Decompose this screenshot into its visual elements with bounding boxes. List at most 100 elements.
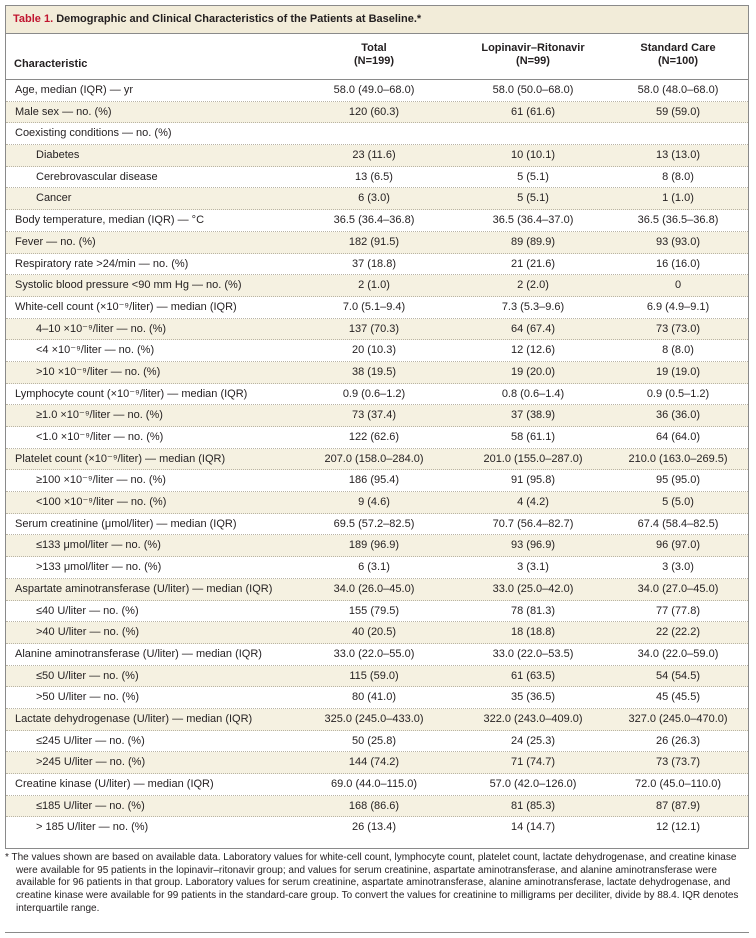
row-label: 4–10 ×10⁻⁹/liter — no. (%) bbox=[36, 322, 167, 335]
cell-total: 80 (41.0) bbox=[351, 691, 397, 704]
cell-standard-care: 0.9 (0.5–1.2) bbox=[646, 387, 710, 400]
table-row: Body temperature, median (IQR) — °C 36.5 … bbox=[6, 210, 748, 232]
cell-standard-care: 12 (12.1) bbox=[655, 821, 701, 834]
header-total: Total (N=199) bbox=[304, 42, 444, 68]
table-row: ≤245 U/liter — no. (%) 50 (25.8) 24 (25.3)… bbox=[6, 731, 748, 753]
cell-standard-care: 59 (59.0) bbox=[655, 105, 701, 118]
cell-lopinavir: 37 (38.9) bbox=[510, 409, 556, 422]
cell-total: 168 (86.6) bbox=[348, 799, 400, 812]
cell-lopinavir: 91 (95.8) bbox=[510, 474, 556, 487]
cell-total: 9 (4.6) bbox=[358, 496, 390, 509]
cell-standard-care: 210.0 (163.0–269.5) bbox=[628, 452, 728, 465]
cell-lopinavir: 58 (61.1) bbox=[510, 431, 556, 443]
row-label: ≤245 U/liter — no. (%) bbox=[36, 734, 145, 747]
cell-lopinavir: 12 (12.6) bbox=[510, 344, 556, 357]
cell-lopinavir: 201.0 (155.0–287.0) bbox=[483, 452, 583, 465]
cell-total: 6 (3.1) bbox=[358, 561, 390, 574]
bottom-divider bbox=[5, 932, 749, 933]
cell-lopinavir: 322.0 (243.0–409.0) bbox=[483, 712, 583, 725]
row-label: ≤50 U/liter — no. (%) bbox=[36, 669, 139, 682]
table-row: Coexisting conditions — no. (%) bbox=[6, 123, 748, 145]
table-row: ≤185 U/liter — no. (%) 168 (86.6) 81 (85.3… bbox=[6, 795, 748, 818]
table-row: ≤133 μmol/liter — no. (%) 189 (96.9) 93 (9… bbox=[6, 535, 748, 558]
cell-lopinavir: 64 (67.4) bbox=[510, 322, 556, 335]
header-lopinavir-n: (N=99) bbox=[516, 55, 550, 67]
cell-standard-care: 16 (16.0) bbox=[655, 257, 701, 270]
table-title-text: Demographic and Clinical Characteristics… bbox=[53, 13, 422, 25]
table-row: Lactate dehydrogenase (U/liter) — median… bbox=[6, 708, 748, 731]
row-label: >10 ×10⁻⁹/liter — no. (%) bbox=[36, 365, 161, 378]
cell-lopinavir: 4 (4.2) bbox=[517, 496, 549, 509]
row-label: Aspartate aminotransferase (U/liter) — m… bbox=[15, 582, 273, 595]
header-lopinavir: Lopinavir–Ritonavir (N=99) bbox=[453, 42, 613, 68]
cell-standard-care: 72.0 (45.0–110.0) bbox=[634, 778, 722, 790]
cell-standard-care: 87 (87.9) bbox=[655, 799, 701, 812]
row-label: >50 U/liter — no. (%) bbox=[36, 691, 140, 704]
cell-lopinavir: 24 (25.3) bbox=[510, 734, 556, 747]
row-label: Cerebrovascular disease bbox=[36, 170, 158, 183]
cell-standard-care: 8 (8.0) bbox=[662, 344, 694, 357]
row-label: Systolic blood pressure <90 mm Hg — no. … bbox=[15, 279, 242, 292]
cell-standard-care: 36.5 (36.5–36.8) bbox=[637, 214, 719, 227]
row-label: <100 ×10⁻⁹/liter — no. (%) bbox=[36, 496, 167, 509]
cell-lopinavir: 33.0 (22.0–53.5) bbox=[492, 647, 574, 660]
table-row: >40 U/liter — no. (%) 40 (20.5) 18 (18.8) 2… bbox=[6, 622, 748, 644]
cell-standard-care: 95 (95.0) bbox=[655, 474, 701, 487]
table-row: 4–10 ×10⁻⁹/liter — no. (%) 137 (70.3) 64 (… bbox=[6, 318, 748, 341]
cell-standard-care: 36 (36.0) bbox=[655, 409, 701, 422]
cell-lopinavir: 61 (61.6) bbox=[510, 105, 556, 118]
cell-standard-care: 67.4 (58.4–82.5) bbox=[637, 517, 719, 530]
cell-total: 155 (79.5) bbox=[348, 604, 400, 617]
row-label: >133 μmol/liter — no. (%) bbox=[36, 561, 162, 574]
table-title: Table 1. Demographic and Clinical Charac… bbox=[6, 6, 748, 34]
table-row: Creatine kinase (U/liter) — median (IQR)… bbox=[6, 774, 748, 796]
row-label: Fever — no. (%) bbox=[15, 235, 96, 248]
table-row: ≥100 ×10⁻⁹/liter — no. (%) 186 (95.4) 91 (… bbox=[6, 470, 748, 492]
row-label: Coexisting conditions — no. (%) bbox=[15, 127, 172, 140]
row-label: >40 U/liter — no. (%) bbox=[36, 626, 140, 639]
cell-standard-care: 26 (26.3) bbox=[655, 734, 701, 747]
table-row: Cancer 6 (3.0) 5 (5.1) 1 (1.0) bbox=[6, 188, 748, 211]
cell-lopinavir: 58.0 (50.0–68.0) bbox=[492, 84, 574, 96]
cell-total: 2 (1.0) bbox=[358, 279, 390, 292]
cell-standard-care: 5 (5.0) bbox=[662, 496, 694, 509]
table-number-label: Table 1. bbox=[13, 13, 54, 25]
table-row: ≤50 U/liter — no. (%) 115 (59.0) 61 (63.5)… bbox=[6, 665, 748, 688]
cell-standard-care: 73 (73.7) bbox=[655, 756, 701, 769]
cell-lopinavir: 93 (96.9) bbox=[510, 539, 556, 552]
cell-standard-care: 34.0 (27.0–45.0) bbox=[637, 582, 719, 595]
table-frame: Table 1. Demographic and Clinical Charac… bbox=[5, 5, 749, 849]
cell-total: 20 (10.3) bbox=[351, 344, 397, 357]
cell-lopinavir: 5 (5.1) bbox=[517, 170, 549, 183]
cell-standard-care: 93 (93.0) bbox=[655, 235, 701, 248]
row-label: > 185 U/liter — no. (%) bbox=[36, 821, 149, 834]
cell-total: 189 (96.9) bbox=[348, 539, 400, 552]
table-row: <1.0 ×10⁻⁹/liter — no. (%) 122 (62.6) 58 (… bbox=[6, 427, 748, 449]
cell-lopinavir: 21 (21.6) bbox=[510, 257, 556, 270]
table-row: > 185 U/liter — no. (%) 26 (13.4) 14 (14.7… bbox=[6, 817, 748, 839]
table-row: Male sex — no. (%) 120 (60.3) 61 (61.6) 59 … bbox=[6, 101, 748, 124]
cell-total: 7.0 (5.1–9.4) bbox=[342, 300, 406, 313]
table-row: Systolic blood pressure <90 mm Hg — no. … bbox=[6, 275, 748, 297]
table-body: Age, median (IQR) — yr 58.0 (49.0–68.0) 58… bbox=[6, 80, 748, 839]
row-label: Alanine aminotransferase (U/liter) — med… bbox=[15, 647, 262, 660]
cell-standard-care: 58.0 (48.0–68.0) bbox=[637, 84, 719, 96]
cell-standard-care: 96 (97.0) bbox=[655, 539, 701, 552]
cell-standard-care: 3 (3.0) bbox=[662, 561, 694, 574]
table-row: Respiratory rate >24/min — no. (%) 37 (18… bbox=[6, 254, 748, 276]
table-row: <100 ×10⁻⁹/liter — no. (%) 9 (4.6) 4 (4.2)… bbox=[6, 492, 748, 514]
cell-standard-care: 327.0 (245.0–470.0) bbox=[628, 712, 728, 725]
cell-total: 26 (13.4) bbox=[351, 821, 397, 834]
cell-total: 40 (20.5) bbox=[351, 626, 397, 639]
header-total-label: Total bbox=[361, 42, 387, 54]
cell-lopinavir: 81 (85.3) bbox=[510, 799, 556, 812]
cell-lopinavir: 71 (74.7) bbox=[510, 756, 556, 769]
cell-standard-care: 73 (73.0) bbox=[655, 322, 701, 335]
row-label: Age, median (IQR) — yr bbox=[15, 84, 133, 96]
cell-lopinavir: 89 (89.9) bbox=[510, 235, 556, 248]
table-row: Serum creatinine (μmol/liter) — median (… bbox=[6, 514, 748, 536]
row-label: ≤133 μmol/liter — no. (%) bbox=[36, 539, 161, 552]
cell-total: 120 (60.3) bbox=[348, 105, 400, 118]
cell-total: 13 (6.5) bbox=[355, 170, 393, 183]
cell-total: 23 (11.6) bbox=[352, 149, 396, 162]
